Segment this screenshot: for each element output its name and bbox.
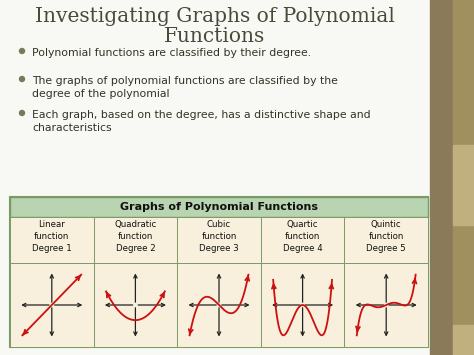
Bar: [345, 217, 428, 263]
Circle shape: [19, 76, 25, 82]
Bar: [93, 217, 177, 263]
Text: Quadratic
function
Degree 2: Quadratic function Degree 2: [114, 220, 156, 253]
Text: The graphs of polynomial functions are classified by the
degree of the polynomia: The graphs of polynomial functions are c…: [32, 76, 338, 99]
Text: Polynomial functions are classified by their degree.: Polynomial functions are classified by t…: [32, 48, 311, 58]
Text: Investigating Graphs of Polynomial: Investigating Graphs of Polynomial: [35, 7, 395, 26]
Text: Quartic
function
Degree 4: Quartic function Degree 4: [283, 220, 322, 253]
Text: Cubic
function
Degree 3: Cubic function Degree 3: [199, 220, 239, 253]
Bar: [177, 263, 261, 347]
Bar: [261, 217, 345, 263]
Bar: [10, 217, 93, 263]
Bar: [10, 197, 428, 347]
Circle shape: [19, 110, 25, 115]
Bar: [430, 0, 474, 355]
Text: Linear
function
Degree 1: Linear function Degree 1: [32, 220, 72, 253]
Bar: [261, 263, 345, 347]
Bar: [10, 263, 93, 347]
Bar: [93, 263, 177, 347]
Text: Graphs of Polynomial Functions: Graphs of Polynomial Functions: [120, 202, 318, 212]
Bar: [453, 145, 474, 225]
Text: Quintic
function
Degree 5: Quintic function Degree 5: [366, 220, 406, 253]
Bar: [177, 217, 261, 263]
Text: Each graph, based on the degree, has a distinctive shape and
characteristics: Each graph, based on the degree, has a d…: [32, 110, 371, 133]
Bar: [10, 197, 428, 217]
Bar: [453, 325, 474, 355]
Bar: [345, 263, 428, 347]
Text: Functions: Functions: [164, 27, 265, 46]
Circle shape: [19, 49, 25, 54]
Bar: [453, 0, 474, 355]
